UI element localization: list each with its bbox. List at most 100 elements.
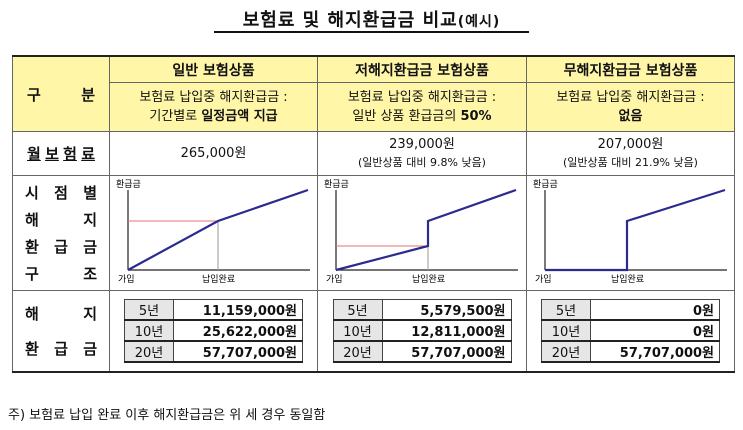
refund-curve [545, 188, 726, 272]
label-char: 험 [63, 145, 77, 163]
label-char: 시 [25, 184, 39, 202]
payment-end-label: 납입완료 [611, 273, 644, 285]
label-char: 금 [83, 238, 97, 256]
refund-year: 10년 [332, 319, 383, 342]
refund-curve [335, 188, 517, 272]
refund-amount: 0원 [590, 299, 720, 321]
premium-value: 207,000원 [597, 136, 664, 152]
refund-amount: 57,707,000원 [173, 340, 303, 363]
refund-amount: 25,622,000원 [173, 319, 303, 342]
origin-label: 가입 [326, 273, 343, 285]
label-char: 료 [81, 145, 95, 163]
page-title: 보험료 및 해지환급금 비교(예시) [0, 6, 743, 32]
premium-note: (일반상품 대비 9.8% 낮음) [358, 155, 486, 169]
desc-general: 보험료 납입중 해지환급금 : 기간별로 일정금액 지급 [109, 82, 318, 132]
refund-year: 5년 [124, 299, 174, 321]
refund-row: 10년 12,811,000원 [332, 319, 512, 342]
label-char: 해 [25, 211, 39, 229]
refund-curve-low: 환급금 가입 납입완료 [324, 178, 518, 285]
label-char: 조 [83, 265, 97, 283]
label-char: 구 [25, 265, 39, 283]
title-underline [214, 31, 529, 33]
title-main: 보험료 및 해지환급금 비교 [242, 10, 458, 31]
refund-year: 5년 [541, 299, 591, 321]
chart-general: 환급금 가입 납입완료 [109, 175, 318, 291]
desc-no-refund: 보험료 납입중 해지환급금 : 없음 [526, 82, 735, 132]
label-char: 급 [54, 340, 68, 358]
refund-amount: 57,707,000원 [590, 340, 720, 363]
desc-low-refund: 보험료 납입중 해지환급금 : 일반 상품 환급금의 50% [317, 82, 527, 132]
desc-line2-bold: 일정금액 지급 [201, 109, 278, 124]
label-char: 지 [83, 305, 97, 323]
refund-table: 5년 11,159,000원 10년 25,622,000원 20년 57,707,0… [124, 299, 303, 363]
refund-amount: 0원 [590, 319, 720, 342]
label-char: 환 [25, 340, 39, 358]
refund-year: 10년 [124, 319, 174, 342]
label-char: 보 [45, 145, 59, 163]
label-char: 점 [54, 184, 68, 202]
label-char: 구 [27, 85, 41, 104]
refund-low-refund: 5년 5,579,500원 10년 12,811,000원 20년 57,707,00… [317, 290, 527, 373]
desc-line2-bold: 50% [460, 109, 492, 124]
footnote: 주) 보험료 납입 완료 이후 해지환급금은 위 세 경우 동일함 [8, 408, 326, 423]
label-char: 분 [81, 85, 95, 104]
refund-general: 5년 11,159,000원 10년 25,622,000원 20년 57,707,0… [109, 290, 318, 373]
label-char: 별 [83, 184, 97, 202]
refund-amount: 5,579,500원 [381, 299, 512, 321]
desc-line2: 일반 상품 환급금의 [352, 109, 461, 124]
premium-value: 239,000원 [389, 136, 455, 152]
y-axis-label: 환급금 [324, 178, 349, 190]
premium-no-refund: 207,000원 (일반상품 대비 21.9% 낮음) [526, 131, 735, 176]
premium-note: (일반상품 대비 21.9% 낮음) [563, 155, 698, 169]
origin-label: 가입 [535, 273, 552, 285]
desc-line1: 보험료 납입중 해지환급금 : [556, 90, 705, 105]
chart-low-refund: 환급금 가입 납입완료 [317, 175, 527, 291]
refund-row: 5년 11,159,000원 [124, 299, 303, 321]
premium-general: 265,000원 [109, 131, 318, 176]
premium-low-refund: 239,000원 (일반상품 대비 9.8% 낮음) [317, 131, 527, 176]
y-axis-label: 환급금 [116, 178, 141, 190]
refund-table: 5년 5,579,500원 10년 12,811,000원 20년 57,707,00… [332, 299, 512, 363]
refund-row: 20년 57,707,000원 [541, 340, 720, 363]
refund-amount: 11,159,000원 [173, 299, 303, 321]
refund-no-refund: 5년 0원 10년 0원 20년 57,707,000원 [526, 290, 735, 373]
header-general: 일반 보험상품 [109, 55, 318, 83]
refund-row: 20년 57,707,000원 [124, 340, 303, 363]
refund-table: 5년 0원 10년 0원 20년 57,707,000원 [541, 299, 720, 363]
desc-line1: 보험료 납입중 해지환급금 : [347, 90, 497, 105]
origin-label: 가입 [118, 273, 135, 285]
desc-line2: 기간별로 [149, 109, 202, 124]
header-low-refund: 저해지환급금 보험상품 [317, 55, 527, 83]
label-char: 지 [83, 211, 97, 229]
header-no-refund: 무해지환급금 보험상품 [526, 55, 735, 83]
refund-row: 5년 0원 [541, 299, 720, 321]
label-char: 금 [83, 340, 97, 358]
refund-year: 20년 [332, 340, 383, 363]
refund-row: 20년 57,707,000원 [332, 340, 512, 363]
refund-year: 20년 [541, 340, 591, 363]
refund-curve [127, 188, 309, 271]
refund-row: 10년 0원 [541, 319, 720, 342]
refund-row: 10년 25,622,000원 [124, 319, 303, 342]
refund-amount: 57,707,000원 [381, 340, 512, 363]
refund-curve-general: 환급금 가입 납입완료 [116, 178, 310, 285]
desc-line1: 보험료 납입중 해지환급금 : [139, 90, 288, 105]
label-char: 월 [27, 145, 41, 163]
label-char: 해 [25, 305, 39, 323]
payment-end-label: 납입완료 [412, 273, 445, 285]
refund-year: 5년 [332, 299, 383, 321]
refund-curve-none: 환급금 가입 납입완료 [533, 178, 727, 285]
refund-amount: 12,811,000원 [381, 319, 512, 342]
title-sub: (예시) [457, 14, 501, 30]
